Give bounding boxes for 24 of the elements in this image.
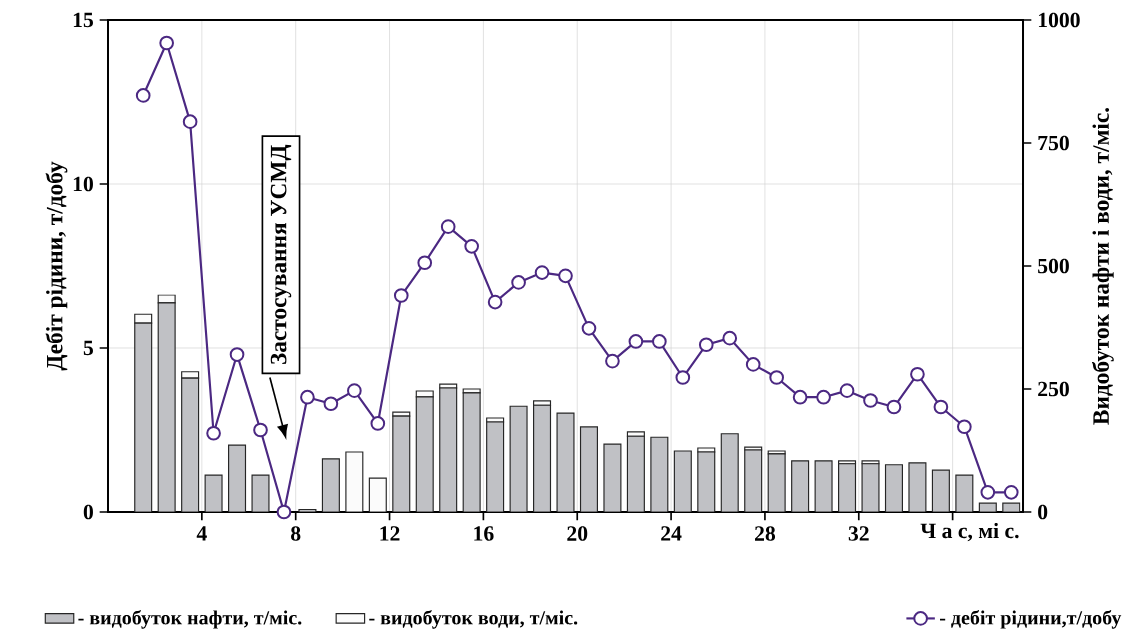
x-tick-label: 32 — [848, 526, 869, 541]
y-axis-title: Дебіт рідини, т/добу — [45, 161, 68, 371]
legend-label: - видобуток нафти, т/міс. — [78, 610, 302, 629]
y2-tick-label: 1000 — [1038, 12, 1080, 28]
x-tick-label: 24 — [661, 526, 682, 541]
x-tick-label: 16 — [474, 526, 494, 541]
annotation: Застосування УСМД — [270, 144, 292, 364]
x-tick-label: 12 — [380, 526, 400, 541]
y2-tick-label: 750 — [1038, 135, 1069, 151]
legend-label: - дебіт рідини,т/добу — [939, 610, 1122, 629]
y-tick-label: 15 — [73, 12, 93, 28]
y-tick-label: 10 — [73, 176, 93, 192]
y-tick-label: 5 — [83, 340, 93, 356]
y-tick-label: 0 — [83, 504, 93, 520]
x-axis-title: Ч а с, мі с. — [920, 522, 1019, 542]
x-tick-label: 8 — [291, 526, 301, 541]
y2-tick-label: 250 — [1038, 381, 1069, 397]
x-tick-label: 20 — [567, 526, 588, 541]
y2-axis-title: Видобуток нафти і води, т/міс. — [1092, 107, 1114, 425]
y2-tick-label: 500 — [1038, 258, 1069, 274]
legend-label: - видобуток води, т/міс. — [369, 610, 578, 629]
y2-tick-label: 0 — [1038, 504, 1048, 520]
x-tick-label: 28 — [755, 526, 776, 541]
x-tick-label: 4 — [196, 526, 207, 541]
